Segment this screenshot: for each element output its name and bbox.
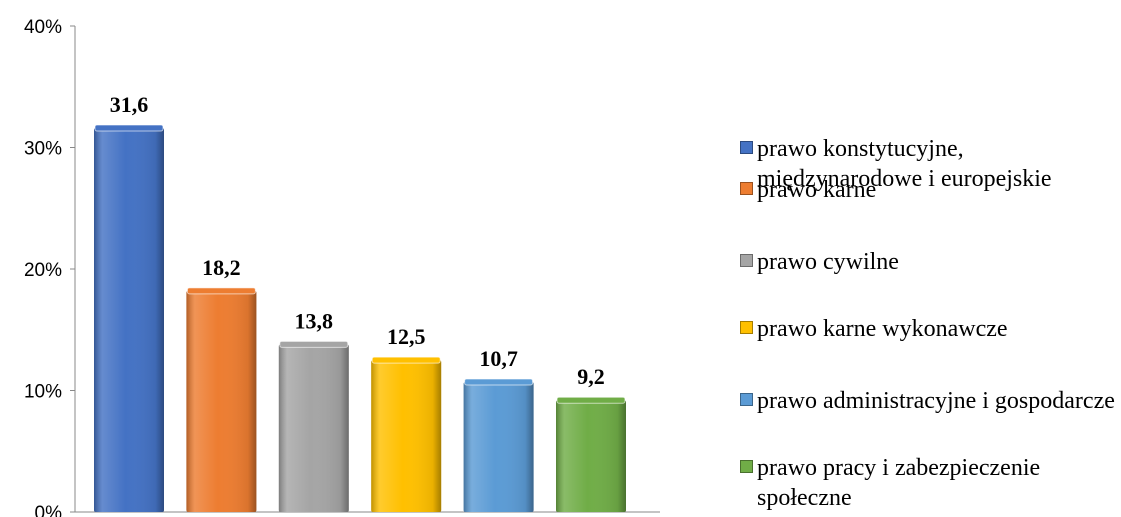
- legend-swatch-1: [740, 182, 753, 195]
- bar-shading-2: [278, 344, 349, 512]
- bar-shading-0: [94, 128, 164, 512]
- bar-top-0: [94, 124, 164, 132]
- data-label-2: 13,8: [295, 308, 334, 333]
- bar-top-4: [464, 378, 534, 386]
- bar-shading-3: [371, 360, 442, 512]
- bars-group: [94, 124, 626, 512]
- legend-item-karne-wykonawcze: prawo karne wykonawcze: [740, 314, 1117, 344]
- legend-label-4: prawo administracyjne i gospodarcze: [757, 388, 1115, 414]
- bar-shading-4: [463, 381, 534, 512]
- legend-swatch-3: [740, 321, 753, 334]
- legend-label-2: prawo cywilne: [757, 249, 899, 275]
- y-tick-label: 0%: [35, 503, 63, 517]
- y-tick-label: 20%: [24, 260, 62, 281]
- bar-shading-5: [556, 400, 626, 512]
- legend-label-0: prawo konstytucyjne, międzynarodowe i eu…: [757, 136, 1052, 192]
- bar-top-5: [556, 396, 626, 404]
- data-label-0: 31,6: [110, 92, 149, 117]
- legend-item-karne: prawo karne: [740, 175, 1117, 205]
- data-label-3: 12,5: [387, 324, 426, 349]
- y-tick-label: 10%: [24, 382, 62, 403]
- legend-label-5: prawo pracy i zabezpieczenie społeczne: [757, 455, 1041, 511]
- bar-top-2: [279, 340, 349, 348]
- bar-top-1: [186, 287, 256, 295]
- legend-item-pracy: prawo pracy i zabezpieczenie społeczne: [740, 453, 1117, 513]
- legend: prawo konstytucyjne, międzynarodowe i eu…: [740, 0, 1120, 517]
- legend-label-3: prawo karne wykonawcze: [757, 316, 1008, 342]
- legend-item-cywilne: prawo cywilne: [740, 247, 1117, 277]
- bar-shading-1: [186, 290, 257, 512]
- bar-top-3: [371, 356, 441, 364]
- legend-swatch-4: [740, 393, 753, 406]
- y-tick-label: 30%: [24, 139, 62, 160]
- legend-label-1: prawo karne: [757, 177, 877, 203]
- data-labels-group: 31,6 18,2 13,8 12,5 10,7 9,2: [110, 92, 605, 389]
- legend-item-administracyjne: prawo administracyjne i gospodarcze: [740, 386, 1117, 416]
- data-label-5: 9,2: [577, 364, 605, 389]
- legend-swatch-2: [740, 254, 753, 267]
- legend-swatch-5: [740, 460, 753, 473]
- data-label-1: 18,2: [202, 255, 241, 280]
- data-label-4: 10,7: [479, 346, 518, 371]
- legend-swatch-0: [740, 141, 753, 154]
- y-tick-label: 40%: [24, 17, 62, 38]
- legend-item-konstytucyjne: prawo konstytucyjne, międzynarodowe i eu…: [740, 134, 1117, 194]
- y-axis-ticks: 0% 10% 20% 30% 40%: [24, 17, 75, 517]
